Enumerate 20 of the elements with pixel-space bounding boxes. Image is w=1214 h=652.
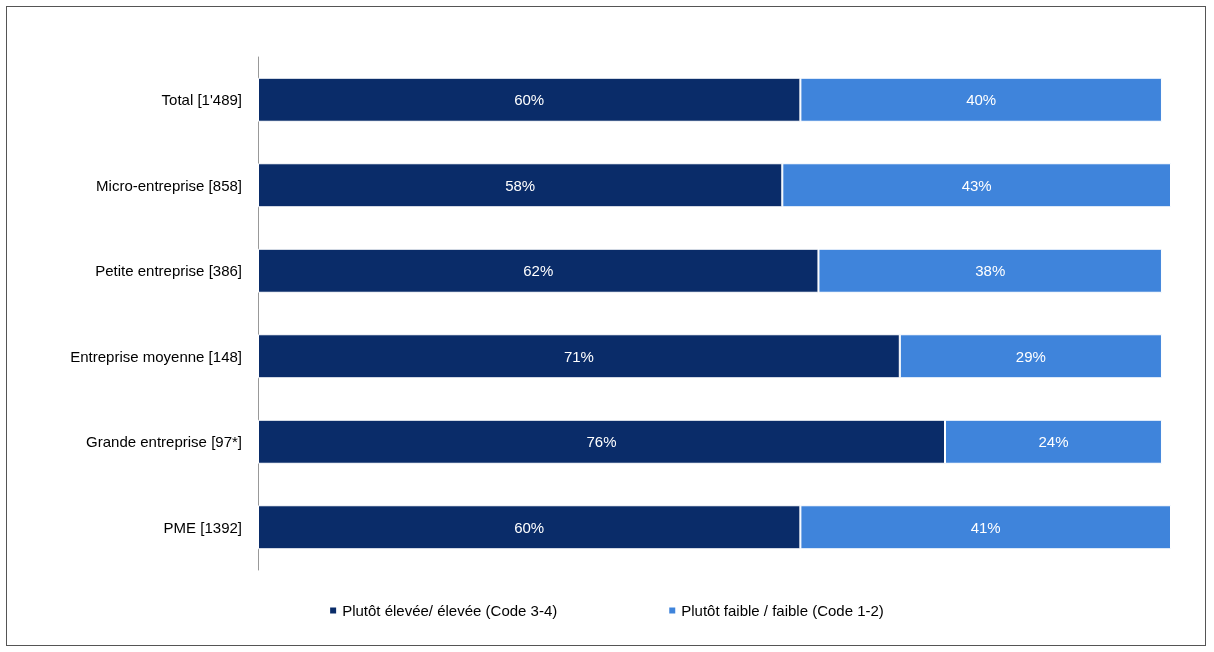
y-tick-label: Petite entreprise [386] (95, 262, 242, 280)
legend-label: Plutôt élevée/ élevée (Code 3-4) (342, 602, 558, 619)
data-label: 62% (523, 262, 554, 280)
data-label: 60% (514, 518, 545, 536)
data-label: 58% (505, 176, 536, 194)
data-label: 38% (975, 262, 1006, 280)
y-tick-label: Micro-entreprise [858] (96, 176, 242, 194)
y-tick-label: PME [1392] (163, 518, 242, 536)
data-label: 60% (514, 91, 545, 109)
y-tick-label: Grande entreprise [97*] (86, 433, 242, 451)
y-tick-label: Entreprise moyenne [148] (70, 347, 242, 365)
data-label: 41% (970, 518, 1001, 536)
data-label: 43% (961, 176, 992, 194)
y-tick-label: Total [1'489] (161, 91, 242, 109)
data-label: 40% (966, 91, 997, 109)
data-label: 24% (1038, 433, 1069, 451)
legend-label: Plutôt faible / faible (Code 1-2) (681, 602, 884, 619)
data-label: 29% (1015, 347, 1046, 365)
data-label: 76% (586, 433, 617, 451)
data-label: 71% (563, 347, 594, 365)
